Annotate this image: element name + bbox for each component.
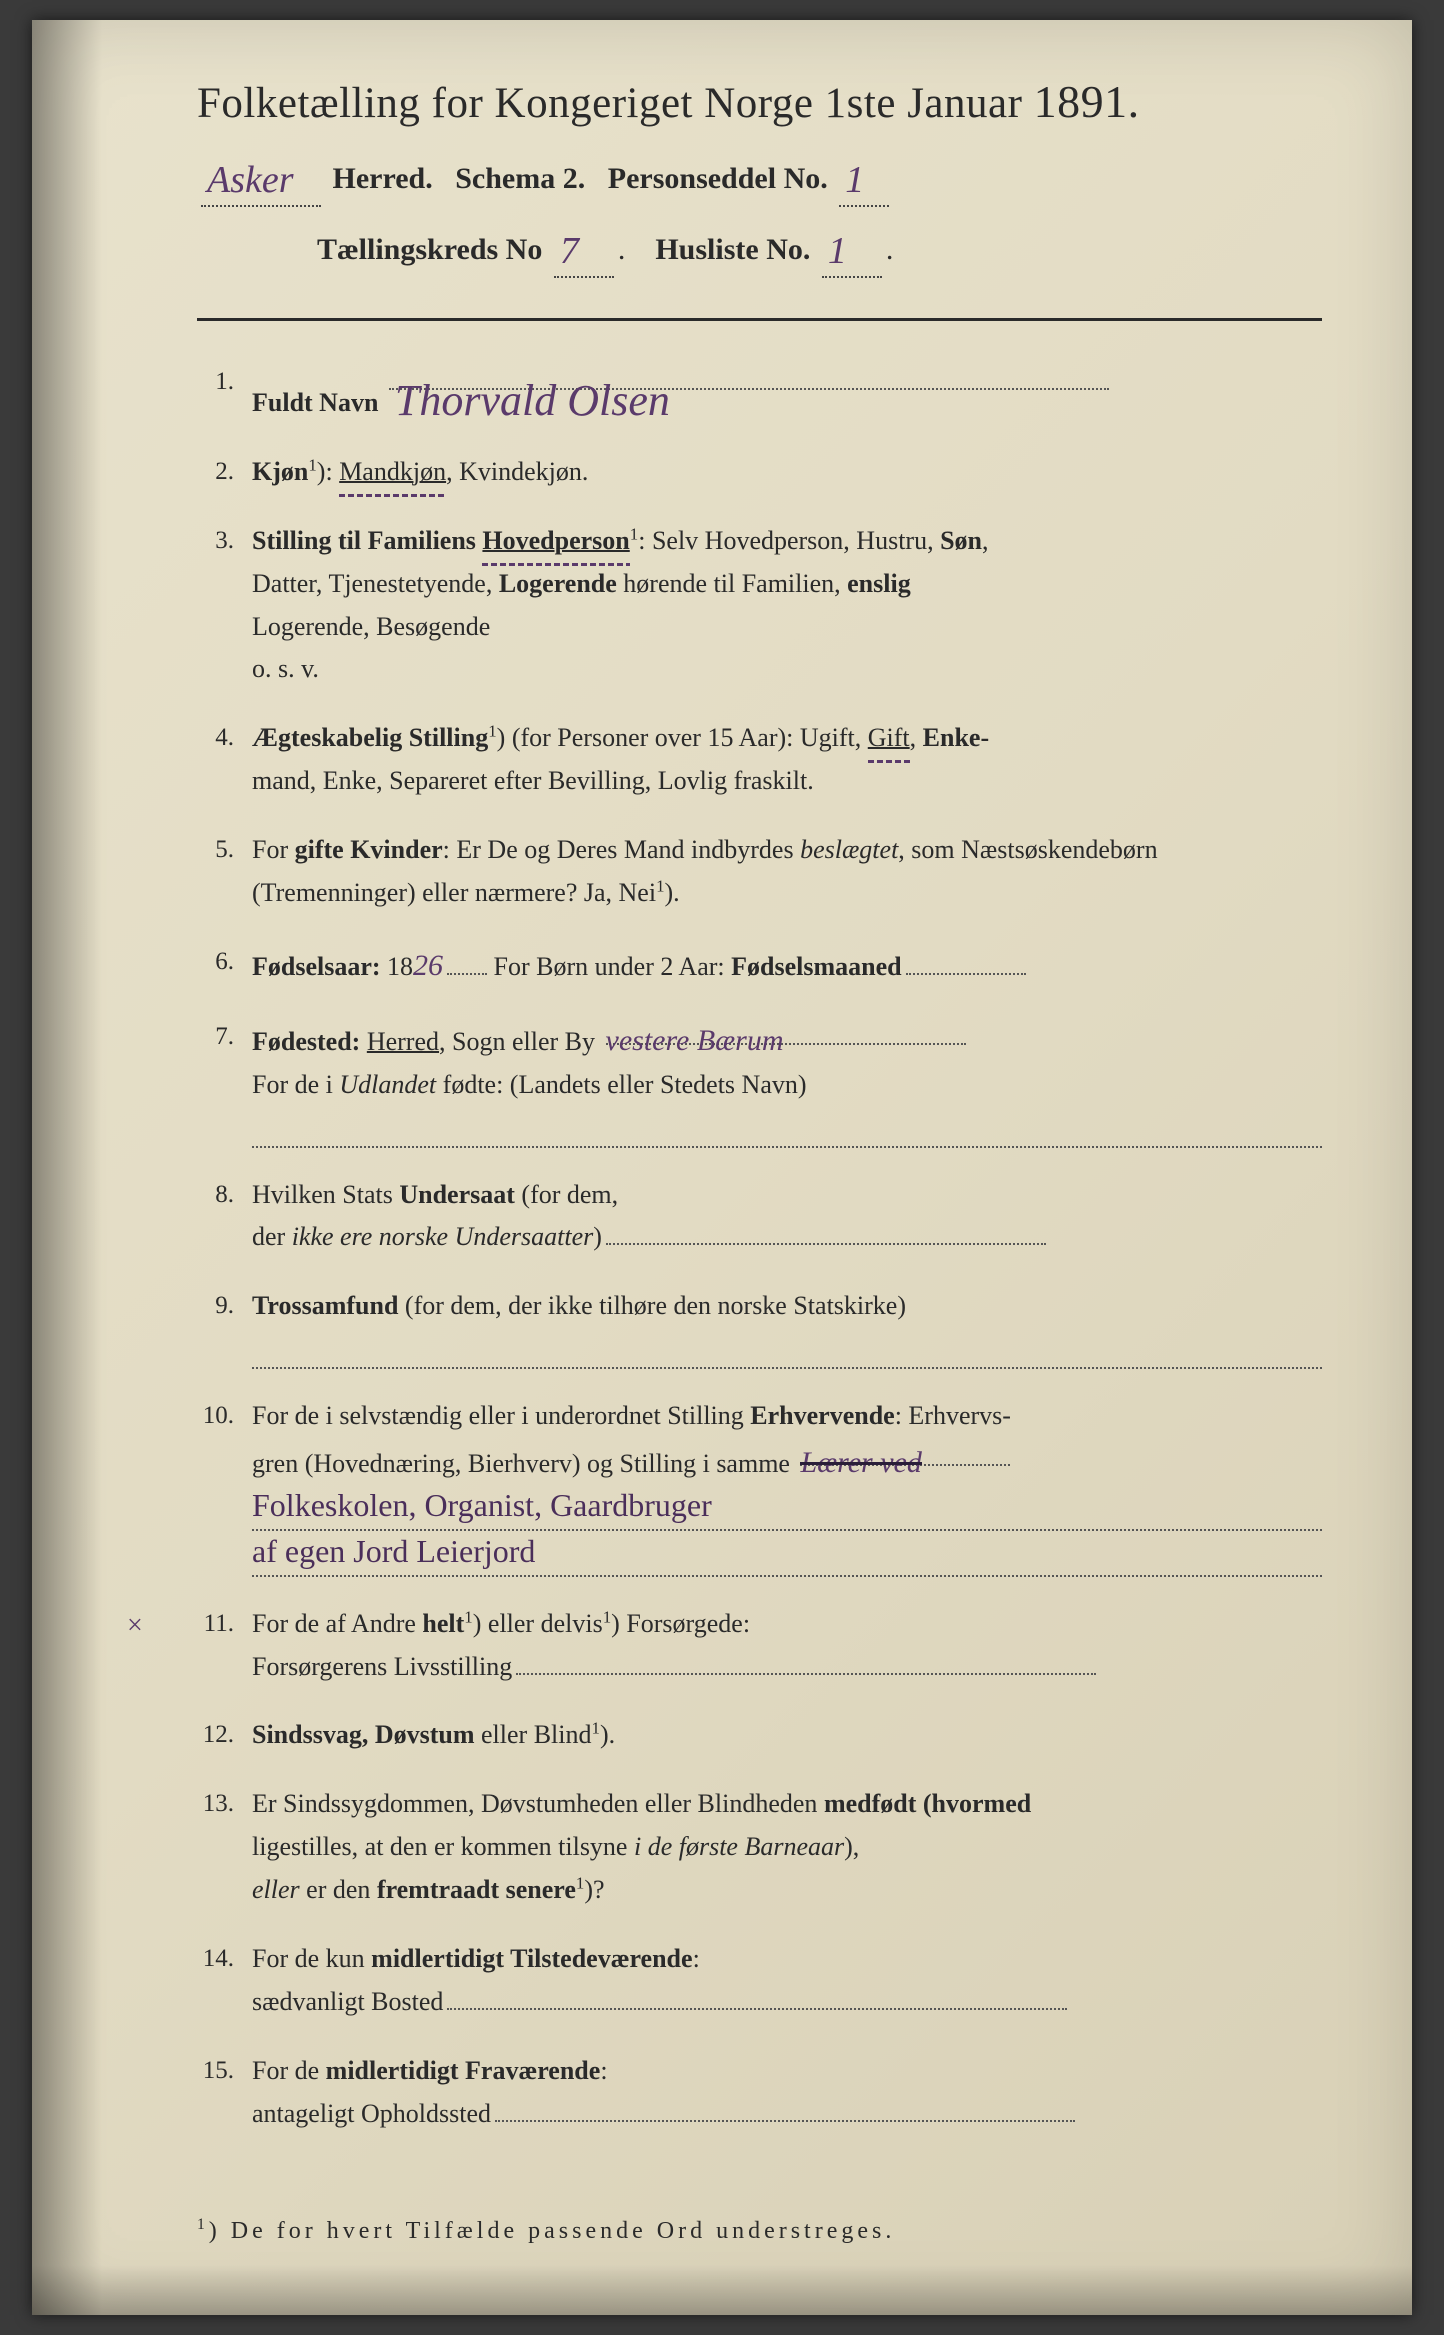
- q13: 13. Er Sindssygdommen, Døvstumheden elle…: [197, 1783, 1322, 1912]
- q-num: 15.: [197, 2050, 252, 2136]
- form-header: Folketælling for Kongeriget Norge 1ste J…: [197, 75, 1322, 278]
- q2-male: Mandkjøn: [339, 451, 446, 494]
- q4: 4. Ægteskabelig Stilling1) (for Personer…: [197, 717, 1322, 803]
- kreds-value: 7: [554, 230, 585, 272]
- husliste-value: 1: [822, 230, 853, 272]
- q15-label: midlertidigt Fraværende: [326, 2056, 601, 2085]
- q11: × 11. For de af Andre helt1) eller delvi…: [197, 1603, 1322, 1689]
- q4-label: Ægteskabelig Stilling: [252, 723, 488, 752]
- q6-year: 26: [413, 949, 443, 982]
- personseddel-value: 1: [839, 159, 870, 201]
- husliste-label: Husliste No.: [655, 233, 810, 266]
- q3-osv: o. s. v.: [252, 654, 319, 683]
- header-rule: [197, 318, 1322, 321]
- footnote-text: ) De for hvert Tilfælde passende Ord und…: [209, 2218, 896, 2244]
- q7-value: vestere Bærum: [606, 1024, 784, 1057]
- q5-label: gifte Kvinder: [295, 835, 443, 864]
- q8-label: Undersaat: [399, 1180, 515, 1209]
- margin-mark: ×: [127, 1603, 143, 1649]
- q15: 15. For de midlertidigt Fraværende: anta…: [197, 2050, 1322, 2136]
- q7: 7. Fødested: Herred, Sogn eller By veste…: [197, 1016, 1322, 1147]
- form-title: Folketælling for Kongeriget Norge 1ste J…: [197, 75, 1322, 128]
- q1-label: Fuldt Navn: [252, 388, 378, 417]
- q-num: 6.: [197, 941, 252, 991]
- q-num: 7.: [197, 1016, 252, 1147]
- subhead-line1: Asker Herred. Schema 2. Personseddel No.…: [197, 148, 1322, 207]
- bottom-shadow: [32, 2265, 1412, 2315]
- q9: 9. Trossamfund (for dem, der ikke tilhør…: [197, 1285, 1322, 1368]
- q12-label: Sindssvag, Døvstum: [252, 1720, 475, 1749]
- q14-label: midlertidigt Tilstedeværende: [371, 1944, 692, 1973]
- subhead-line2: Tællingskreds No 7. Husliste No. 1.: [197, 219, 1322, 278]
- q-num: 12.: [197, 1714, 252, 1757]
- title-year: 1891.: [1034, 76, 1140, 127]
- q11-label: ) Forsørgede:: [611, 1609, 750, 1638]
- q3-label: Stilling til Familiens: [252, 526, 482, 555]
- q8: 8. Hvilken Stats Undersaat (for dem, der…: [197, 1174, 1322, 1260]
- q3-hoved: Hovedperson: [482, 520, 629, 563]
- q-num: 3.: [197, 520, 252, 692]
- sup: 1: [308, 455, 316, 474]
- q9-label: Trossamfund: [252, 1291, 398, 1320]
- q2: 2. Kjøn1): Mandkjøn, Kvindekjøn.: [197, 451, 1322, 494]
- q-num: 2.: [197, 451, 252, 494]
- schema-label: Schema 2.: [455, 162, 585, 195]
- q6-label: Fødselsaar:: [252, 952, 381, 981]
- kreds-label: Tællingskreds No: [317, 233, 542, 266]
- q-num: 4.: [197, 717, 252, 803]
- herred-value: Asker: [201, 159, 300, 201]
- q7-label: Fødested:: [252, 1027, 360, 1056]
- q5: 5. For gifte Kvinder: Er De og Deres Man…: [197, 829, 1322, 915]
- q3: 3. Stilling til Familiens Hovedperson1: …: [197, 520, 1322, 692]
- q2-female: Kvindekjøn.: [459, 457, 588, 486]
- q10-strike: Lærer ved: [800, 1446, 921, 1479]
- q6: 6. Fødselsaar: 1826 For Børn under 2 Aar…: [197, 941, 1322, 991]
- q-num: 14.: [197, 1938, 252, 2024]
- q-num: 9.: [197, 1285, 252, 1368]
- herred-label: Herred.: [333, 162, 433, 195]
- q-num: 13.: [197, 1783, 252, 1912]
- q2-label: Kjøn: [252, 457, 308, 486]
- title-text: Folketælling for Kongeriget Norge 1ste J…: [197, 80, 1022, 127]
- q-num: 10.: [197, 1395, 252, 1577]
- q10-hand2: af egen Jord Leierjord: [252, 1531, 1322, 1577]
- q13-label: medfødt: [824, 1789, 916, 1818]
- personseddel-label: Personseddel No.: [608, 162, 828, 195]
- q10: 10. For de i selvstændig eller i underor…: [197, 1395, 1322, 1577]
- q10-hand1: Folkeskolen, Organist, Gaardbruger: [252, 1485, 1322, 1531]
- q-num: 5.: [197, 829, 252, 915]
- census-form: Folketælling for Kongeriget Norge 1ste J…: [32, 20, 1412, 2315]
- q10-label: Erhvervende: [750, 1401, 894, 1430]
- q-num: 8.: [197, 1174, 252, 1260]
- q4-gift: Gift: [868, 717, 910, 760]
- q1-value: Thorvald Olsen: [389, 376, 676, 425]
- questions: 1. Fuldt Navn Thorvald Olsen 2. Kjøn1): …: [197, 361, 1322, 2136]
- q-num: × 11.: [197, 1603, 252, 1689]
- q14: 14. For de kun midlertidigt Tilstedevære…: [197, 1938, 1322, 2024]
- q-num: 1.: [197, 361, 252, 425]
- footnote: 1) De for hvert Tilfælde passende Ord un…: [197, 2216, 1322, 2245]
- q1: 1. Fuldt Navn Thorvald Olsen: [197, 361, 1322, 425]
- q12: 12. Sindssvag, Døvstum eller Blind1).: [197, 1714, 1322, 1757]
